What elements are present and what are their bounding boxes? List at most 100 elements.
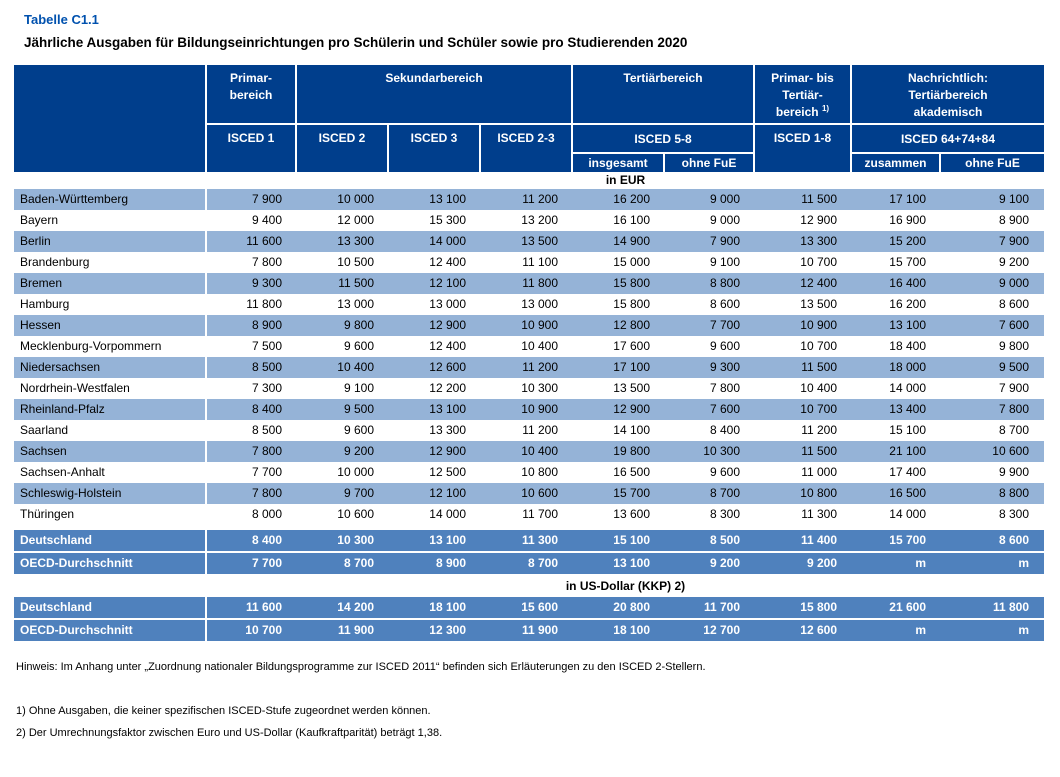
value-cell: 8 400 (251, 533, 282, 547)
note-footnote-1: 1) Ohne Ausgaben, die keiner spezifische… (16, 705, 431, 717)
value-cell: 11 200 (522, 192, 558, 206)
value-cell: 11 800 (522, 276, 558, 290)
value-cell: m (915, 556, 926, 570)
value-cell: 10 400 (521, 444, 558, 458)
value-cell: 11 500 (801, 360, 837, 374)
value-cell: 11 600 (246, 234, 282, 248)
row-values: 8 500 9 600 13 300 11 200 14 100 8 400 11 200 1… (207, 420, 1044, 441)
value-cell: 8 900 (435, 556, 466, 570)
header-group-tertiaerbereich: Tertiärbereich (573, 65, 753, 123)
value-cell: m (1018, 556, 1029, 570)
value-cell: 18 400 (889, 339, 926, 353)
value-cell: 8 700 (998, 423, 1029, 437)
value-cell: 13 500 (521, 234, 558, 248)
page-title: Jährliche Ausgaben für Bildungseinrichtu… (24, 35, 688, 50)
footnote-marker: 1) (821, 104, 830, 113)
header-col-isced-5-8: ISCED 5-8 (573, 125, 753, 152)
value-cell: 11 500 (801, 192, 837, 206)
value-cell: 17 600 (613, 339, 650, 353)
row-label-cell: Brandenburg (20, 255, 90, 269)
value-cell: 13 000 (429, 297, 466, 311)
value-cell: 11 900 (337, 623, 374, 637)
table-row: Mecklenburg-Vorpommern 7 500 9 600 12 400 10… (14, 336, 1044, 357)
row-values: 9 400 12 000 15 300 13 200 16 100 9 000 12 900… (207, 210, 1044, 231)
row-label-cell: Deutschland (14, 530, 205, 551)
value-cell: 14 900 (613, 234, 650, 248)
value-cell: 7 800 (251, 444, 282, 458)
value-cell: 9 500 (998, 360, 1029, 374)
row-label-cell: Rheinland-Pfalz (14, 399, 205, 420)
value-cell: 13 400 (889, 402, 926, 416)
table-row: Brandenburg 7 800 10 500 12 400 11 100 15 000… (14, 252, 1044, 273)
value-cell: 14 000 (889, 507, 926, 521)
value-cell: 10 600 (992, 444, 1029, 458)
value-cell: 18 000 (889, 360, 926, 374)
value-cell: 17 100 (889, 192, 926, 206)
value-cell: 8 000 (251, 507, 282, 521)
value-cell: 8 400 (709, 423, 740, 437)
value-cell: 12 500 (429, 465, 466, 479)
value-cell: 16 900 (889, 213, 926, 227)
value-cell: 13 300 (337, 234, 374, 248)
value-cell: 13 100 (429, 402, 466, 416)
row-label-cell: Hamburg (20, 297, 70, 311)
value-cell: 10 300 (521, 381, 558, 395)
value-cell: 7 900 (998, 234, 1029, 248)
value-cell: 16 500 (889, 486, 926, 500)
value-cell: 13 300 (800, 234, 837, 248)
value-cell: 11 200 (801, 423, 837, 437)
value-cell: 9 300 (251, 276, 282, 290)
value-cell: 10 400 (521, 339, 558, 353)
section-label-eur: in EUR (605, 173, 646, 187)
value-cell: 19 800 (613, 444, 650, 458)
value-cell: 9 600 (343, 423, 374, 437)
value-cell: 9 900 (998, 465, 1029, 479)
header-col-isced-3: ISCED 3 (389, 125, 479, 172)
value-cell: 15 800 (800, 600, 837, 614)
row-label-cell: Saarland (20, 423, 69, 437)
value-cell: 12 100 (429, 276, 466, 290)
value-cell: 7 300 (251, 381, 282, 395)
value-cell: 11 300 (521, 533, 558, 547)
value-cell: 10 300 (703, 444, 740, 458)
row-values: 10 700 11 900 12 300 11 900 18 100 12 700 12 6… (207, 620, 1044, 641)
row-label-cell: Schleswig-Holstein (14, 483, 205, 504)
table-row: Baden-Württemberg 7 900 10 000 13 100 11 200… (14, 189, 1044, 210)
row-values: 7 800 10 500 12 400 11 100 15 000 9 100 10 700… (207, 252, 1044, 273)
value-cell: 9 800 (343, 318, 374, 332)
value-cell: 13 000 (337, 297, 374, 311)
row-label-cell: Berlin (14, 231, 205, 252)
table-row: Hessen 8 900 9 800 12 900 10 900 12 800 7 700 1… (14, 315, 1044, 336)
value-cell: 16 200 (613, 192, 650, 206)
header-line-text: bereich (775, 105, 822, 119)
value-cell: 15 700 (889, 533, 926, 547)
value-cell: 9 200 (806, 556, 837, 570)
expenditure-table: Primar- bereich Sekundarbereich Tertiärb… (14, 65, 1044, 641)
table-row: Berlin 11 600 13 300 14 000 13 500 14 900 7 90… (14, 231, 1044, 252)
table-row: Rheinland-Pfalz 8 400 9 500 13 100 10 900 12 … (14, 399, 1044, 420)
value-cell: 9 700 (343, 486, 374, 500)
value-cell: 9 200 (343, 444, 374, 458)
value-cell: 12 800 (613, 318, 650, 332)
page: Tabelle C1.1 Jährliche Ausgaben für Bild… (0, 12, 1060, 740)
value-cell: 10 700 (800, 402, 837, 416)
value-cell: 9 200 (998, 255, 1029, 269)
value-cell: 12 900 (613, 402, 650, 416)
header-col-isced-2-3: ISCED 2-3 (481, 125, 571, 172)
value-cell: 7 700 (251, 556, 282, 570)
table-row: Deutschland 8 400 10 300 13 100 11 300 15 100… (14, 530, 1044, 551)
row-label-cell: Bremen (14, 273, 205, 294)
value-cell: 10 900 (800, 318, 837, 332)
header-col-isced-64-74-84: ISCED 64+74+84 (852, 125, 1044, 152)
value-cell: 15 700 (613, 486, 650, 500)
value-cell: 8 700 (709, 486, 740, 500)
value-cell: 21 100 (889, 444, 926, 458)
value-cell: 18 100 (429, 600, 466, 614)
table-number-title: Tabelle C1.1 (24, 12, 99, 27)
value-cell: 12 400 (429, 255, 466, 269)
value-cell: 15 700 (889, 255, 926, 269)
value-cell: 7 800 (251, 255, 282, 269)
value-cell: 13 100 (429, 533, 466, 547)
table-row: Sachsen 7 800 9 200 12 900 10 400 19 800 10 30… (14, 441, 1044, 462)
row-values: 8 500 10 400 12 600 11 200 17 100 9 300 11 500… (207, 357, 1044, 378)
